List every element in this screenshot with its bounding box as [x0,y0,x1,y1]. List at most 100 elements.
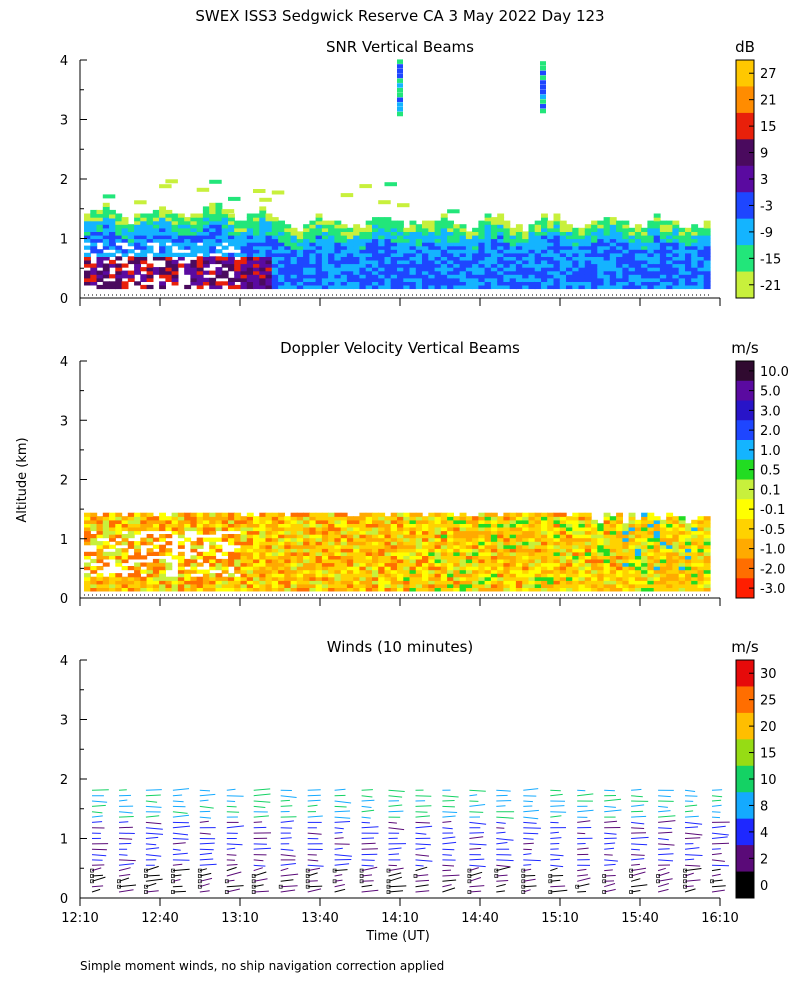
snr-cell [465,234,473,240]
snr-cell [578,234,586,240]
snr-cell [422,242,429,247]
snr-cell [109,274,116,279]
wind-barb [361,837,375,839]
snr-cell [547,234,555,240]
doppler-cell [127,583,135,588]
doppler-cell [541,523,548,528]
snr-cell [515,245,523,250]
doppler-cell [403,569,411,574]
snr-cell [346,284,354,290]
doppler-cell [259,544,267,549]
calm-marker [144,874,148,878]
doppler-cell [634,526,642,532]
calm-marker [521,890,526,894]
doppler-cell [384,555,392,560]
snr-cell [547,256,555,261]
doppler-cell [246,587,254,592]
doppler-cell [616,541,623,546]
doppler-cell [202,526,210,532]
snr-cell [221,259,229,265]
doppler-cell [309,541,317,546]
snr-cell [202,259,210,265]
doppler-cell [378,537,386,542]
doppler-cell [346,573,354,578]
wind-barb [523,800,533,803]
snr-cell [616,281,623,286]
doppler-cell [678,519,686,524]
doppler-cell [209,541,217,546]
doppler-cell [328,558,335,564]
doppler-cell [428,548,436,553]
wind-barb [631,884,648,888]
doppler-cell [265,548,273,553]
doppler-cell [515,558,523,564]
wind-barb [684,868,702,872]
snr-cell [359,270,367,275]
doppler-cell [221,583,229,588]
doppler-cell [703,544,711,549]
doppler-cell [647,541,655,546]
snr-cell [359,267,367,272]
doppler-cell [616,534,623,539]
doppler-cell [622,580,630,585]
snr-cell [159,231,166,236]
doppler-cell [515,534,523,539]
calm-marker [90,879,94,884]
doppler-cell [459,534,467,539]
doppler-cell [127,573,135,578]
snr-cell [390,270,398,275]
snr-cell [397,203,410,208]
wind-barb [361,821,370,824]
snr-cell [503,284,511,290]
doppler-cell [177,516,185,521]
doppler-cell [359,530,367,535]
snr-cell [428,270,436,275]
doppler-cell [102,555,110,560]
wind-barb [604,875,616,877]
snr-cell [572,238,580,243]
doppler-cell [353,534,361,539]
snr-cell [315,231,323,236]
wind-barb [145,832,164,835]
snr-cell [691,274,699,279]
snr-cell [541,274,548,279]
snr-cell [246,284,254,290]
doppler-cell [553,566,561,571]
snr-cell [397,270,404,275]
snr-cell [221,263,229,268]
doppler-cell [465,566,473,571]
snr-cell [522,267,530,272]
doppler-cell [265,516,273,521]
doppler-cell [541,555,548,560]
doppler-cell [190,555,198,560]
doppler-cell [384,541,392,546]
doppler-cell [346,555,354,560]
doppler-cell [390,544,398,549]
snr-cell [315,274,323,279]
doppler-cell [109,526,116,532]
snr-cell [641,249,648,254]
snr-cell [653,252,661,257]
doppler-cell [453,580,461,585]
doppler-cell [240,534,248,539]
snr-cell [115,217,123,222]
doppler-cell [653,562,661,567]
snr-cell [422,238,429,243]
snr-cell [96,274,104,279]
doppler-cell [134,555,141,560]
doppler-cell [566,580,573,585]
colorbar-swatch [736,660,754,687]
snr-cell [685,238,692,243]
wind-barb [684,789,696,792]
snr-cell [472,234,479,240]
doppler-cell [246,562,254,567]
doppler-cell [290,548,298,553]
doppler-cell [146,516,154,521]
doppler-cell [509,516,517,521]
snr-cell [422,267,429,272]
doppler-cell [134,583,141,588]
doppler-cell [528,569,536,574]
wind-barb [334,827,344,830]
snr-cell [447,227,454,232]
